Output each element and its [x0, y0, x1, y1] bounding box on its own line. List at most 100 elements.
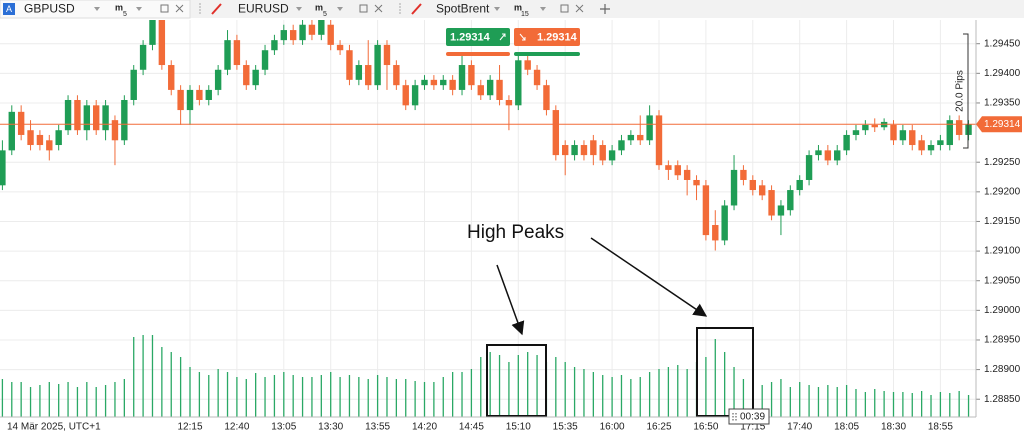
timer-box [728, 408, 770, 425]
candle-body [730, 169, 738, 206]
x-tick-label: 17:40 [787, 422, 812, 433]
candle-body [843, 134, 850, 151]
buy-bar [446, 52, 510, 56]
candle-body [740, 169, 747, 180]
candle-body [299, 24, 306, 41]
candle-body [93, 105, 100, 131]
dropdown[interactable] [136, 7, 142, 11]
candle-body [590, 140, 597, 156]
candle-body [815, 150, 822, 156]
candle-body [580, 145, 588, 156]
candle-body [627, 134, 635, 141]
tab[interactable]: A GBPUSD m 5 [0, 0, 191, 19]
candle-body [46, 140, 53, 151]
close-icon[interactable] [575, 4, 584, 13]
range-label: 20.0 Pips [955, 70, 966, 112]
candle-body [158, 20, 166, 66]
candle-body [17, 111, 25, 135]
detach-icon[interactable] [160, 4, 169, 13]
dropdown[interactable] [296, 7, 302, 11]
tab-icon-letter: A [6, 4, 12, 14]
candle-body [186, 89, 194, 111]
candle-body [102, 105, 109, 131]
x-tick-label: 18:05 [834, 422, 859, 433]
dropdown[interactable] [540, 7, 546, 11]
candle-body [205, 89, 212, 100]
tab-icon [3, 3, 15, 15]
x-tick-label: 14:20 [412, 422, 437, 433]
candle-body [937, 140, 944, 146]
buy-price: 1.29314 [450, 31, 491, 43]
candle-body [871, 124, 878, 128]
buy-button[interactable]: 1.29314 [446, 28, 510, 46]
candle-body [824, 150, 832, 161]
annotation-text: High Peaks [467, 222, 564, 243]
candle-body [909, 130, 916, 146]
timer-icon [732, 413, 737, 421]
candle-body [83, 105, 91, 131]
add-tab[interactable] [600, 4, 610, 14]
candle-body [130, 69, 137, 100]
overlay: 1.28850 1.28900 1.28950 1.29000 1.29050 1.291… [177, 20, 1022, 433]
tab-symbol: GBPUSD [24, 2, 75, 16]
tab-timeframe: 5 [323, 11, 327, 18]
plot-area [0, 20, 976, 417]
tab-symbol: EURUSD [238, 2, 289, 16]
last-price-label: 1.29314 [984, 119, 1021, 130]
candle-body [233, 40, 241, 66]
candle-body [224, 40, 231, 70]
candle-body [524, 60, 531, 70]
detach-icon[interactable] [560, 4, 569, 13]
dropdown[interactable] [337, 7, 343, 11]
candle-body [168, 65, 175, 90]
x-tick-label: 12:15 [177, 422, 202, 433]
candle-body [965, 124, 972, 135]
candle-body [599, 145, 606, 161]
candle-body [533, 69, 541, 86]
candle-body [655, 115, 663, 166]
candle-body [805, 155, 813, 180]
close-icon[interactable] [374, 4, 383, 13]
x-tick-label: 13:05 [271, 422, 296, 433]
candle-body [637, 134, 644, 141]
dropdown[interactable] [94, 7, 100, 11]
detach-icon[interactable] [359, 4, 368, 13]
candle-body [430, 79, 438, 86]
candle-body [552, 110, 560, 156]
y-tick-label: 1.28950 [984, 335, 1021, 346]
tab-icon [411, 3, 422, 15]
candle-body [440, 79, 447, 86]
tab[interactable]: SpotBrent m 15 [399, 2, 584, 18]
candle-body [505, 99, 513, 106]
candle-body [449, 79, 456, 90]
y-tick-label: 1.29250 [984, 157, 1021, 168]
candle-body [336, 44, 344, 51]
candle-body [355, 65, 363, 80]
buy-box [446, 28, 510, 46]
candle-body [665, 165, 672, 170]
candle-body [712, 225, 719, 241]
dropdown[interactable] [494, 7, 500, 11]
candle-body [768, 190, 775, 216]
close-icon[interactable] [175, 4, 184, 13]
candle-body [27, 130, 34, 146]
candle-body [683, 169, 691, 180]
last-price-marker [976, 116, 1022, 133]
x-tick-label: 18:55 [928, 422, 953, 433]
tab[interactable]: EURUSD m 5 [199, 2, 383, 18]
x-tick-label: 15:10 [506, 422, 531, 433]
candle-body [280, 30, 287, 41]
tab-symbol: SpotBrent [436, 2, 490, 16]
y-tick-label: 1.29400 [984, 68, 1021, 79]
candle-body [946, 120, 953, 146]
candle-body [890, 124, 897, 141]
buy-arrow [499, 33, 506, 41]
tab-timeframe-unit: m [514, 2, 522, 12]
candle-body [758, 185, 766, 196]
sell-button[interactable]: 1.29314 [514, 28, 580, 46]
tab-icon [211, 3, 222, 15]
sell-box [514, 28, 580, 46]
x-tick-label: 17:15 [740, 422, 765, 433]
candle-body [834, 150, 841, 161]
